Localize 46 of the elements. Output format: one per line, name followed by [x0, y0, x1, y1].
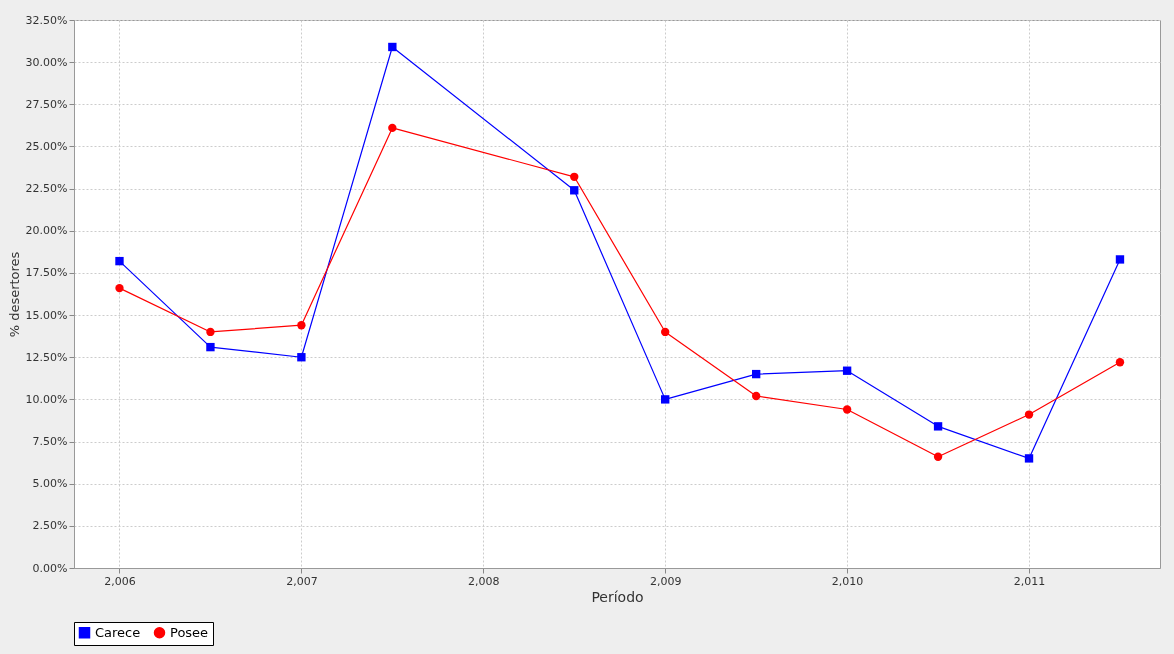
- y-tick-label: 15.00%: [25, 308, 68, 322]
- point: [115, 283, 124, 293]
- point: [297, 353, 306, 362]
- point: [115, 256, 124, 266]
- legend-label: Carece: [95, 624, 141, 640]
- point: [933, 422, 943, 431]
- y-axis-title: % desertores: [6, 251, 22, 338]
- point: [1024, 454, 1034, 463]
- point: [570, 172, 579, 181]
- x-tick-label: 2,007: [286, 574, 318, 588]
- point: [388, 123, 397, 133]
- x-tick-label: 2,008: [468, 574, 500, 588]
- y-tick-label: 22.50%: [25, 182, 68, 196]
- y-tick-label: 30.00%: [25, 55, 68, 69]
- point: [1024, 410, 1034, 419]
- y-tick-label: 25.00%: [25, 139, 68, 153]
- y-tick-label: 27.50%: [25, 97, 68, 111]
- y-tick-label: 32.50%: [25, 13, 68, 27]
- x-tick-label: 2,010: [831, 574, 864, 588]
- point: [751, 369, 761, 379]
- point: [297, 321, 306, 330]
- point: [206, 342, 215, 352]
- point: [1115, 358, 1125, 367]
- y-tick-label: 0.00%: [32, 561, 68, 575]
- y-tick-label: 17.50%: [25, 266, 68, 280]
- point: [1115, 255, 1125, 264]
- legend-label: Posee: [170, 624, 209, 640]
- y-tick-label: 7.50%: [32, 435, 68, 449]
- x-tick-label: 2,011: [1013, 574, 1046, 588]
- point: [388, 42, 397, 52]
- point: [933, 452, 943, 461]
- point: [661, 395, 670, 404]
- y-tick-label: 5.00%: [32, 477, 68, 491]
- point: [842, 366, 852, 375]
- point: [206, 327, 215, 337]
- y-tick-label: 20.00%: [25, 224, 68, 238]
- y-tick-label: 10.00%: [25, 392, 68, 406]
- y-tick-label: 2.50%: [32, 519, 68, 533]
- point: [661, 327, 670, 337]
- x-tick-label: 2,006: [104, 574, 136, 588]
- y-tick-label: 12.50%: [25, 350, 68, 364]
- point: [842, 405, 852, 414]
- x-tick-label: 2,009: [649, 574, 682, 588]
- point: [751, 391, 761, 401]
- point: [570, 186, 579, 195]
- x-axis-title: Período: [591, 588, 644, 605]
